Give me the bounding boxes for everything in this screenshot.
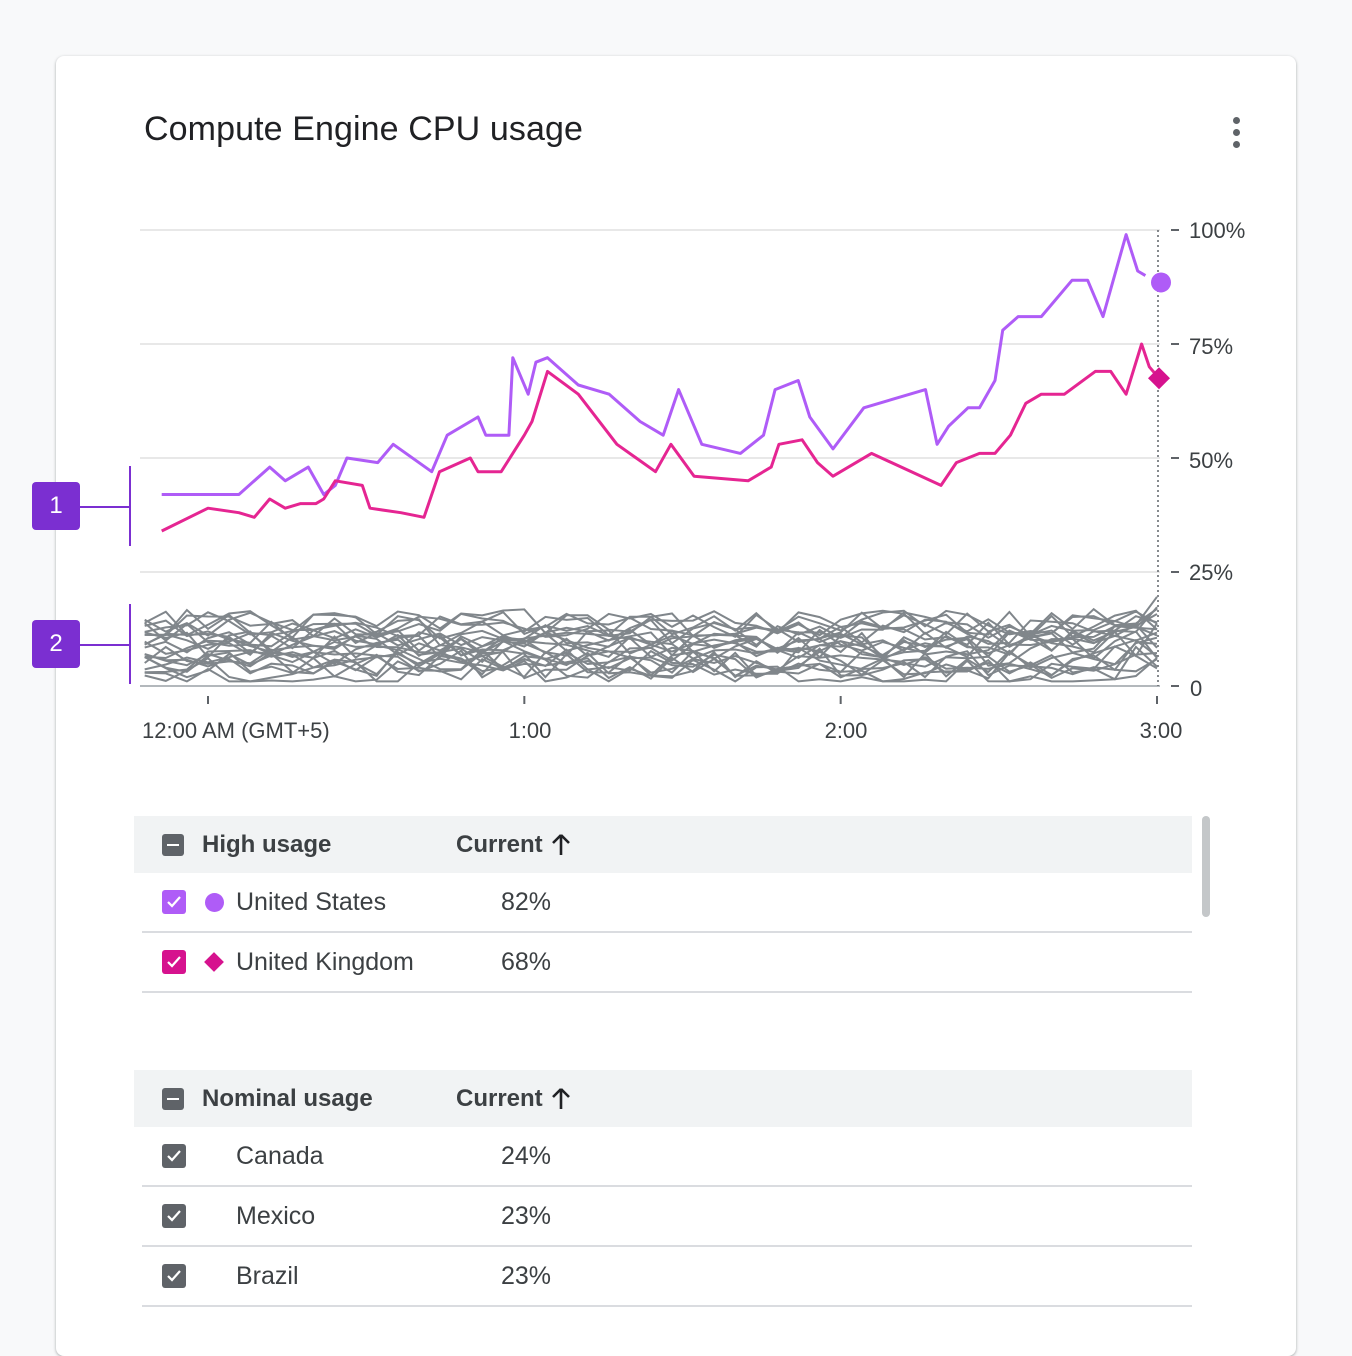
- row-value: 68%: [501, 947, 552, 976]
- nominal-series-line: [144, 607, 1158, 639]
- nominal-series-line: [144, 628, 1158, 657]
- axes: 12:00 AM (GMT+5) 1:00 2:00 3:00 0 25% 50…: [142, 218, 1245, 743]
- row-label: United Kingdom: [236, 947, 414, 976]
- row-checkbox[interactable]: [162, 1204, 186, 1228]
- check-icon: [167, 1150, 181, 1162]
- menu-dot: [1232, 140, 1240, 148]
- high-usage-lines: [161, 233, 1171, 533]
- nominal-series-line: [144, 641, 1158, 679]
- cpu-usage-chart: 12:00 AM (GMT+5) 1:00 2:00 3:00 0 25% 50…: [140, 218, 1245, 743]
- y-tick-label-75: 75%: [1189, 334, 1233, 359]
- diamond-marker-icon: [204, 952, 224, 972]
- series-line-1: [161, 342, 1159, 533]
- circle-marker-icon: [204, 892, 224, 912]
- table-row: Brazil 23%: [142, 1247, 1192, 1307]
- chart-card: Compute Engine CPU usage: [56, 56, 1296, 1356]
- callout-2-line: [80, 644, 130, 646]
- table-row: United Kingdom 68%: [142, 933, 1192, 993]
- table-row: Mexico 23%: [142, 1187, 1192, 1247]
- row-checkbox[interactable]: [162, 1144, 186, 1168]
- table-header: Nominal usage Current: [134, 1070, 1192, 1127]
- menu-dot: [1232, 128, 1240, 136]
- row-label: Canada: [236, 1141, 324, 1170]
- callout-2: 2: [32, 620, 80, 668]
- x-tick-label-2: 2:00: [825, 718, 868, 743]
- table-header: High usage Current: [134, 816, 1192, 873]
- row-label: Mexico: [236, 1201, 316, 1230]
- nominal-usage-table: Nominal usage Current Canada 24% Mexico …: [134, 1070, 1192, 1307]
- row-value: 23%: [501, 1261, 552, 1290]
- row-label: Brazil: [236, 1261, 299, 1290]
- select-all-checkbox[interactable]: [162, 833, 184, 856]
- arrow-up-icon: [551, 833, 570, 855]
- x-tick-label-0: 12:00 AM (GMT+5): [142, 718, 330, 743]
- series-line-0: [161, 233, 1147, 496]
- current-label: Current: [456, 830, 543, 858]
- table-header-name: High usage: [202, 830, 332, 858]
- y-tick-label-50: 50%: [1189, 448, 1233, 473]
- table-row: United States 82%: [142, 873, 1192, 933]
- nominal-series-line: [144, 645, 1158, 683]
- table-header-name: Nominal usage: [202, 1084, 373, 1112]
- high-usage-table: High usage Current United States 82% Uni…: [134, 816, 1192, 993]
- callout-1: 1: [32, 482, 80, 530]
- y-tick-label-25: 25%: [1189, 560, 1233, 585]
- y-tick-label-100: 100%: [1189, 218, 1245, 243]
- callout-1-line: [80, 506, 130, 508]
- nominal-series-line: [144, 636, 1158, 679]
- check-icon: [167, 1270, 181, 1282]
- callout-2-bracket: [129, 604, 131, 684]
- x-tick-label-3: 3:00: [1140, 718, 1183, 743]
- row-label: United States: [236, 887, 387, 916]
- table-row: Canada 24%: [142, 1127, 1192, 1187]
- row-checkbox[interactable]: [162, 950, 186, 974]
- check-icon: [167, 956, 181, 968]
- y-tick-label-0: 0: [1190, 676, 1202, 701]
- row-checkbox[interactable]: [162, 1264, 186, 1288]
- sort-current-button[interactable]: Current: [456, 831, 571, 859]
- more-vert-icon[interactable]: [1220, 110, 1252, 154]
- united-states-current-marker: [1151, 272, 1171, 293]
- nominal-series-line: [144, 650, 1158, 680]
- united-kingdom-current-marker: [1148, 367, 1170, 390]
- select-all-checkbox[interactable]: [162, 1087, 184, 1110]
- arrow-up-icon: [551, 1087, 570, 1109]
- grid: [140, 229, 1179, 704]
- check-icon: [167, 896, 181, 908]
- row-value: 82%: [501, 887, 552, 916]
- table-scrollbar[interactable]: [1202, 816, 1210, 917]
- nominal-usage-lines: [144, 596, 1158, 683]
- card-title: Compute Engine CPU usage: [144, 110, 583, 148]
- callout-1-bracket: [129, 466, 131, 546]
- nominal-series-line: [144, 613, 1158, 659]
- row-value: 23%: [501, 1201, 552, 1230]
- x-tick-label-1: 1:00: [509, 718, 552, 743]
- row-checkbox[interactable]: [162, 890, 186, 914]
- menu-dot: [1232, 116, 1240, 124]
- current-label: Current: [456, 1084, 543, 1112]
- sort-current-button[interactable]: Current: [456, 1085, 571, 1113]
- check-icon: [167, 1210, 181, 1222]
- row-value: 24%: [501, 1141, 552, 1170]
